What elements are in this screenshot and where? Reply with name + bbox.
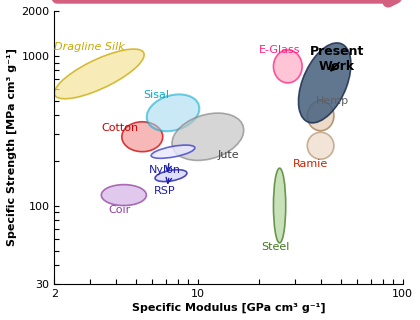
Ellipse shape xyxy=(147,94,200,131)
Text: Hemp: Hemp xyxy=(316,96,349,106)
Text: Ramie: Ramie xyxy=(293,159,328,169)
Text: Present
Work: Present Work xyxy=(310,45,364,73)
Ellipse shape xyxy=(155,170,187,181)
Text: Steel: Steel xyxy=(261,243,290,252)
Ellipse shape xyxy=(273,168,286,243)
Ellipse shape xyxy=(299,43,351,123)
Text: Cotton: Cotton xyxy=(101,123,138,133)
Text: Sisal: Sisal xyxy=(144,90,170,100)
Ellipse shape xyxy=(151,145,195,158)
Ellipse shape xyxy=(54,49,144,99)
Text: Jute: Jute xyxy=(218,150,239,160)
Ellipse shape xyxy=(101,185,147,205)
Ellipse shape xyxy=(122,122,163,152)
Ellipse shape xyxy=(273,50,302,83)
X-axis label: Specific Modulus [GPa cm³ g⁻¹]: Specific Modulus [GPa cm³ g⁻¹] xyxy=(131,303,325,313)
Text: E-Glass: E-Glass xyxy=(259,45,300,55)
Ellipse shape xyxy=(172,113,244,160)
Text: Nylon: Nylon xyxy=(149,165,181,175)
Y-axis label: Specific Strength [MPa cm³ g⁻¹]: Specific Strength [MPa cm³ g⁻¹] xyxy=(7,48,17,246)
Ellipse shape xyxy=(307,132,334,159)
Text: Coir: Coir xyxy=(109,205,131,215)
Text: Dragline Silk: Dragline Silk xyxy=(54,42,124,52)
Text: RSP: RSP xyxy=(154,186,176,196)
Ellipse shape xyxy=(307,101,334,131)
